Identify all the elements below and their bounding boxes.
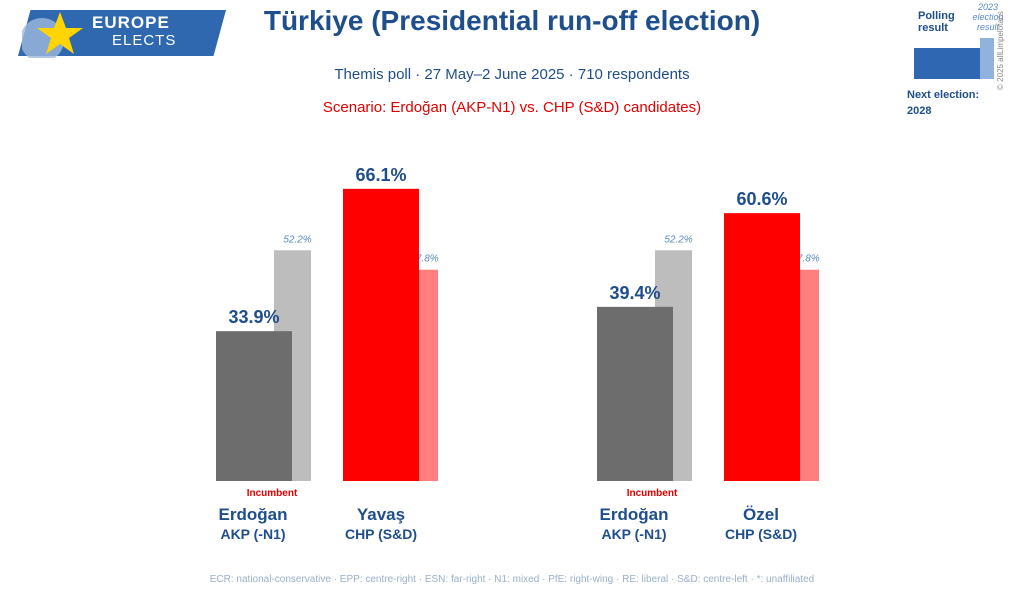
candidate-name-erdogan-2: Erdoğan — [599, 505, 669, 524]
logo-line-1: EUROPE — [92, 13, 170, 32]
poll-bar-0-1 — [343, 188, 419, 481]
poll-bar-1-1 — [724, 213, 800, 481]
candidate-party-erdogan-1: AKP (-N1) — [220, 526, 286, 542]
election-label-1-1: 47.8% — [791, 254, 819, 265]
candidate-name-ozel: Özel — [743, 505, 779, 524]
chart-subtitle: Themis poll · 27 May–2 June 2025 · 710 r… — [334, 66, 690, 83]
candidate-name-yavas: Yavaş — [356, 505, 406, 524]
election-label-0-0: 52.2% — [283, 234, 311, 245]
candidate-party-yavas: CHP (S&D) — [344, 526, 418, 542]
poll-bar-1-0 — [597, 306, 673, 481]
legend-polling-result: Polling result — [918, 10, 955, 34]
election-label-0-1: 47.8% — [410, 254, 438, 265]
candidate-party-erdogan-2: AKP (-N1) — [601, 526, 667, 542]
election-label-1-0: 52.2% — [664, 234, 692, 245]
scenario-label: Scenario: Erdoğan (AKP-N1) vs. CHP (S&D)… — [322, 99, 702, 116]
legend-poll-swatch — [914, 48, 980, 79]
chart-title: Türkiye (Presidential run-off election) — [263, 5, 761, 36]
incumbent-label-2: Incumbent — [626, 488, 678, 499]
next-election-year: 2028 — [907, 105, 932, 117]
legend-election-swatch — [980, 38, 994, 79]
next-election-label: Next election: — [907, 89, 980, 101]
poll-bar-0-0 — [216, 331, 292, 481]
footer-legend: ECR: national-conservative · EPP: centre… — [209, 574, 815, 585]
star-icon — [22, 12, 83, 58]
legend-election-result: 2023 election result — [972, 2, 1004, 32]
candidate-name-erdogan-1: Erdoğan — [218, 505, 288, 524]
poll-label-0-0: 33.9% — [228, 307, 279, 327]
logo-line-2: ELECTS — [112, 32, 177, 49]
poll-label-1-1: 60.6% — [736, 189, 787, 209]
candidate-party-ozel: CHP (S&D) — [724, 526, 798, 542]
poll-label-1-0: 39.4% — [609, 283, 660, 303]
poll-label-0-1: 66.1% — [355, 165, 406, 185]
incumbent-label-1: Incumbent — [246, 488, 298, 499]
